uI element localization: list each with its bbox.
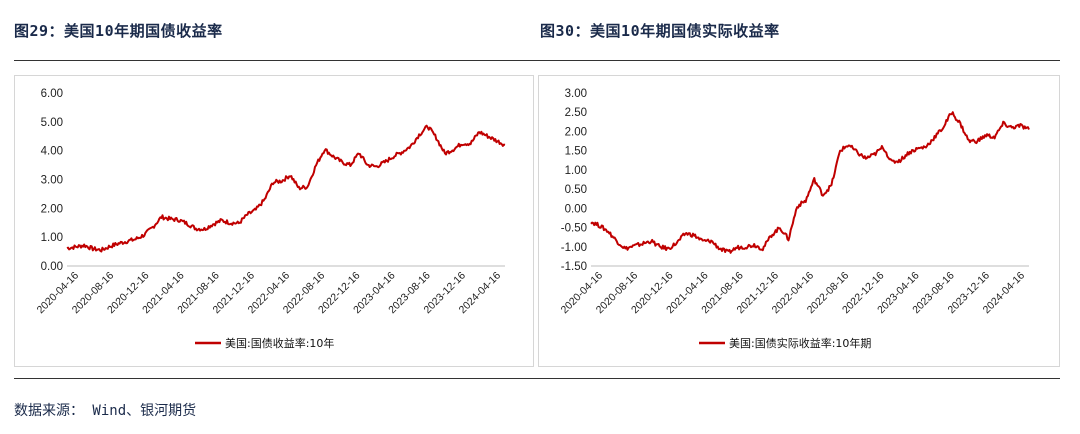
y-tick-label: -0.50 [561,223,587,235]
y-tick-label: 5.00 [41,117,63,129]
y-tick-label: 1.00 [41,232,63,244]
chart-title-left: 图29：美国10年期国债收益率 [14,22,223,40]
series-line [66,124,506,253]
series-line [590,111,1030,254]
top-divider [14,60,1060,61]
bottom-divider [14,378,1060,379]
y-tick-label: 6.00 [41,88,63,100]
legend-label: 美国:国债收益率:10年 [225,336,334,350]
chart-title-right: 图30：美国10年期国债实际收益率 [540,22,780,40]
y-tick-label: 2.00 [41,203,63,215]
y-tick-label: 1.00 [565,165,587,177]
yield-chart: 0.001.002.003.004.005.006.002020-04-1620… [35,88,506,350]
y-tick-label: 0.00 [565,203,587,215]
chart-panel-left: 0.00 1.00 2.00 3.00 4.00 5.00 6.00 2020-04-16 20… [14,75,534,367]
y-tick-label: -1.50 [561,261,587,273]
y-tick-label: 0.00 [41,261,63,273]
y-tick-label: 3.00 [565,88,587,100]
y-tick-label: 1.50 [565,146,587,158]
real-yield-chart: -1.50 -1.00 -0.50 0.00 0.50 1.00 1.50 2.00 2.50 3… [559,88,1030,350]
legend-label: 美国:国债实际收益率:10年期 [729,336,871,350]
chart-panel-right: -1.50 -1.00 -0.50 0.00 0.50 1.00 1.50 2.00 2.50 3… [538,75,1060,367]
y-tick-label: 2.50 [565,107,587,119]
source-note: 数据来源： Wind、银河期货 [14,403,197,419]
y-tick-label: 0.50 [565,184,587,196]
y-tick-label: 3.00 [41,175,63,187]
y-tick-label: -1.00 [561,242,587,254]
y-tick-label: 2.00 [565,126,587,138]
y-tick-label: 4.00 [41,146,63,158]
